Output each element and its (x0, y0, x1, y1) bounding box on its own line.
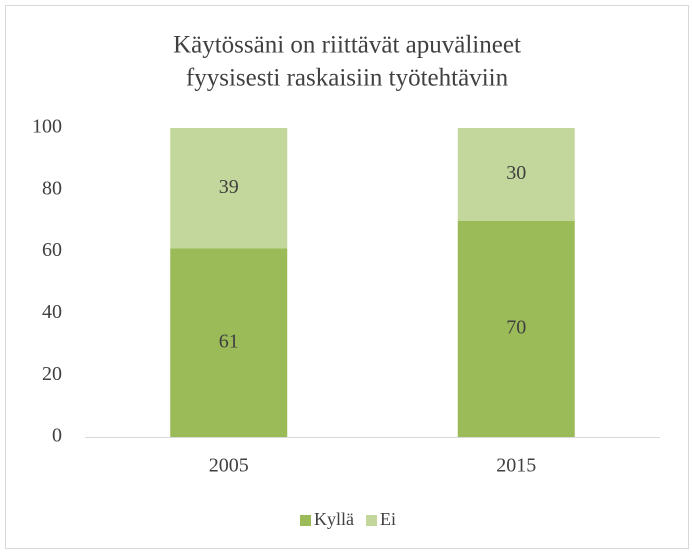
x-tick-label: 2005 (209, 455, 249, 477)
y-tick-label: 100 (32, 116, 62, 138)
value-label: 70 (506, 316, 526, 338)
value-label: 39 (219, 176, 239, 198)
y-tick-label: 20 (42, 363, 62, 385)
bar-segment (170, 248, 288, 437)
legend-label: Ei (380, 509, 396, 529)
legend-label: Kyllä (314, 509, 354, 529)
value-label: 30 (506, 162, 526, 184)
y-tick-label: 0 (52, 425, 62, 447)
chart-title: Käytössäni on riittävät apuvälineet (173, 32, 521, 59)
value-label: 61 (219, 330, 239, 352)
legend-swatch (366, 515, 377, 526)
bar-segment (170, 128, 288, 249)
legend-swatch (300, 515, 311, 526)
bar-segment (457, 128, 575, 221)
y-tick-label: 40 (42, 301, 62, 323)
chart-title: fyysisesti raskaisiin työtehtäviin (186, 65, 509, 92)
y-tick-label: 80 (42, 177, 62, 199)
x-tick-label: 2015 (496, 455, 536, 477)
bar-segment (457, 220, 575, 437)
y-tick-label: 60 (42, 239, 62, 261)
